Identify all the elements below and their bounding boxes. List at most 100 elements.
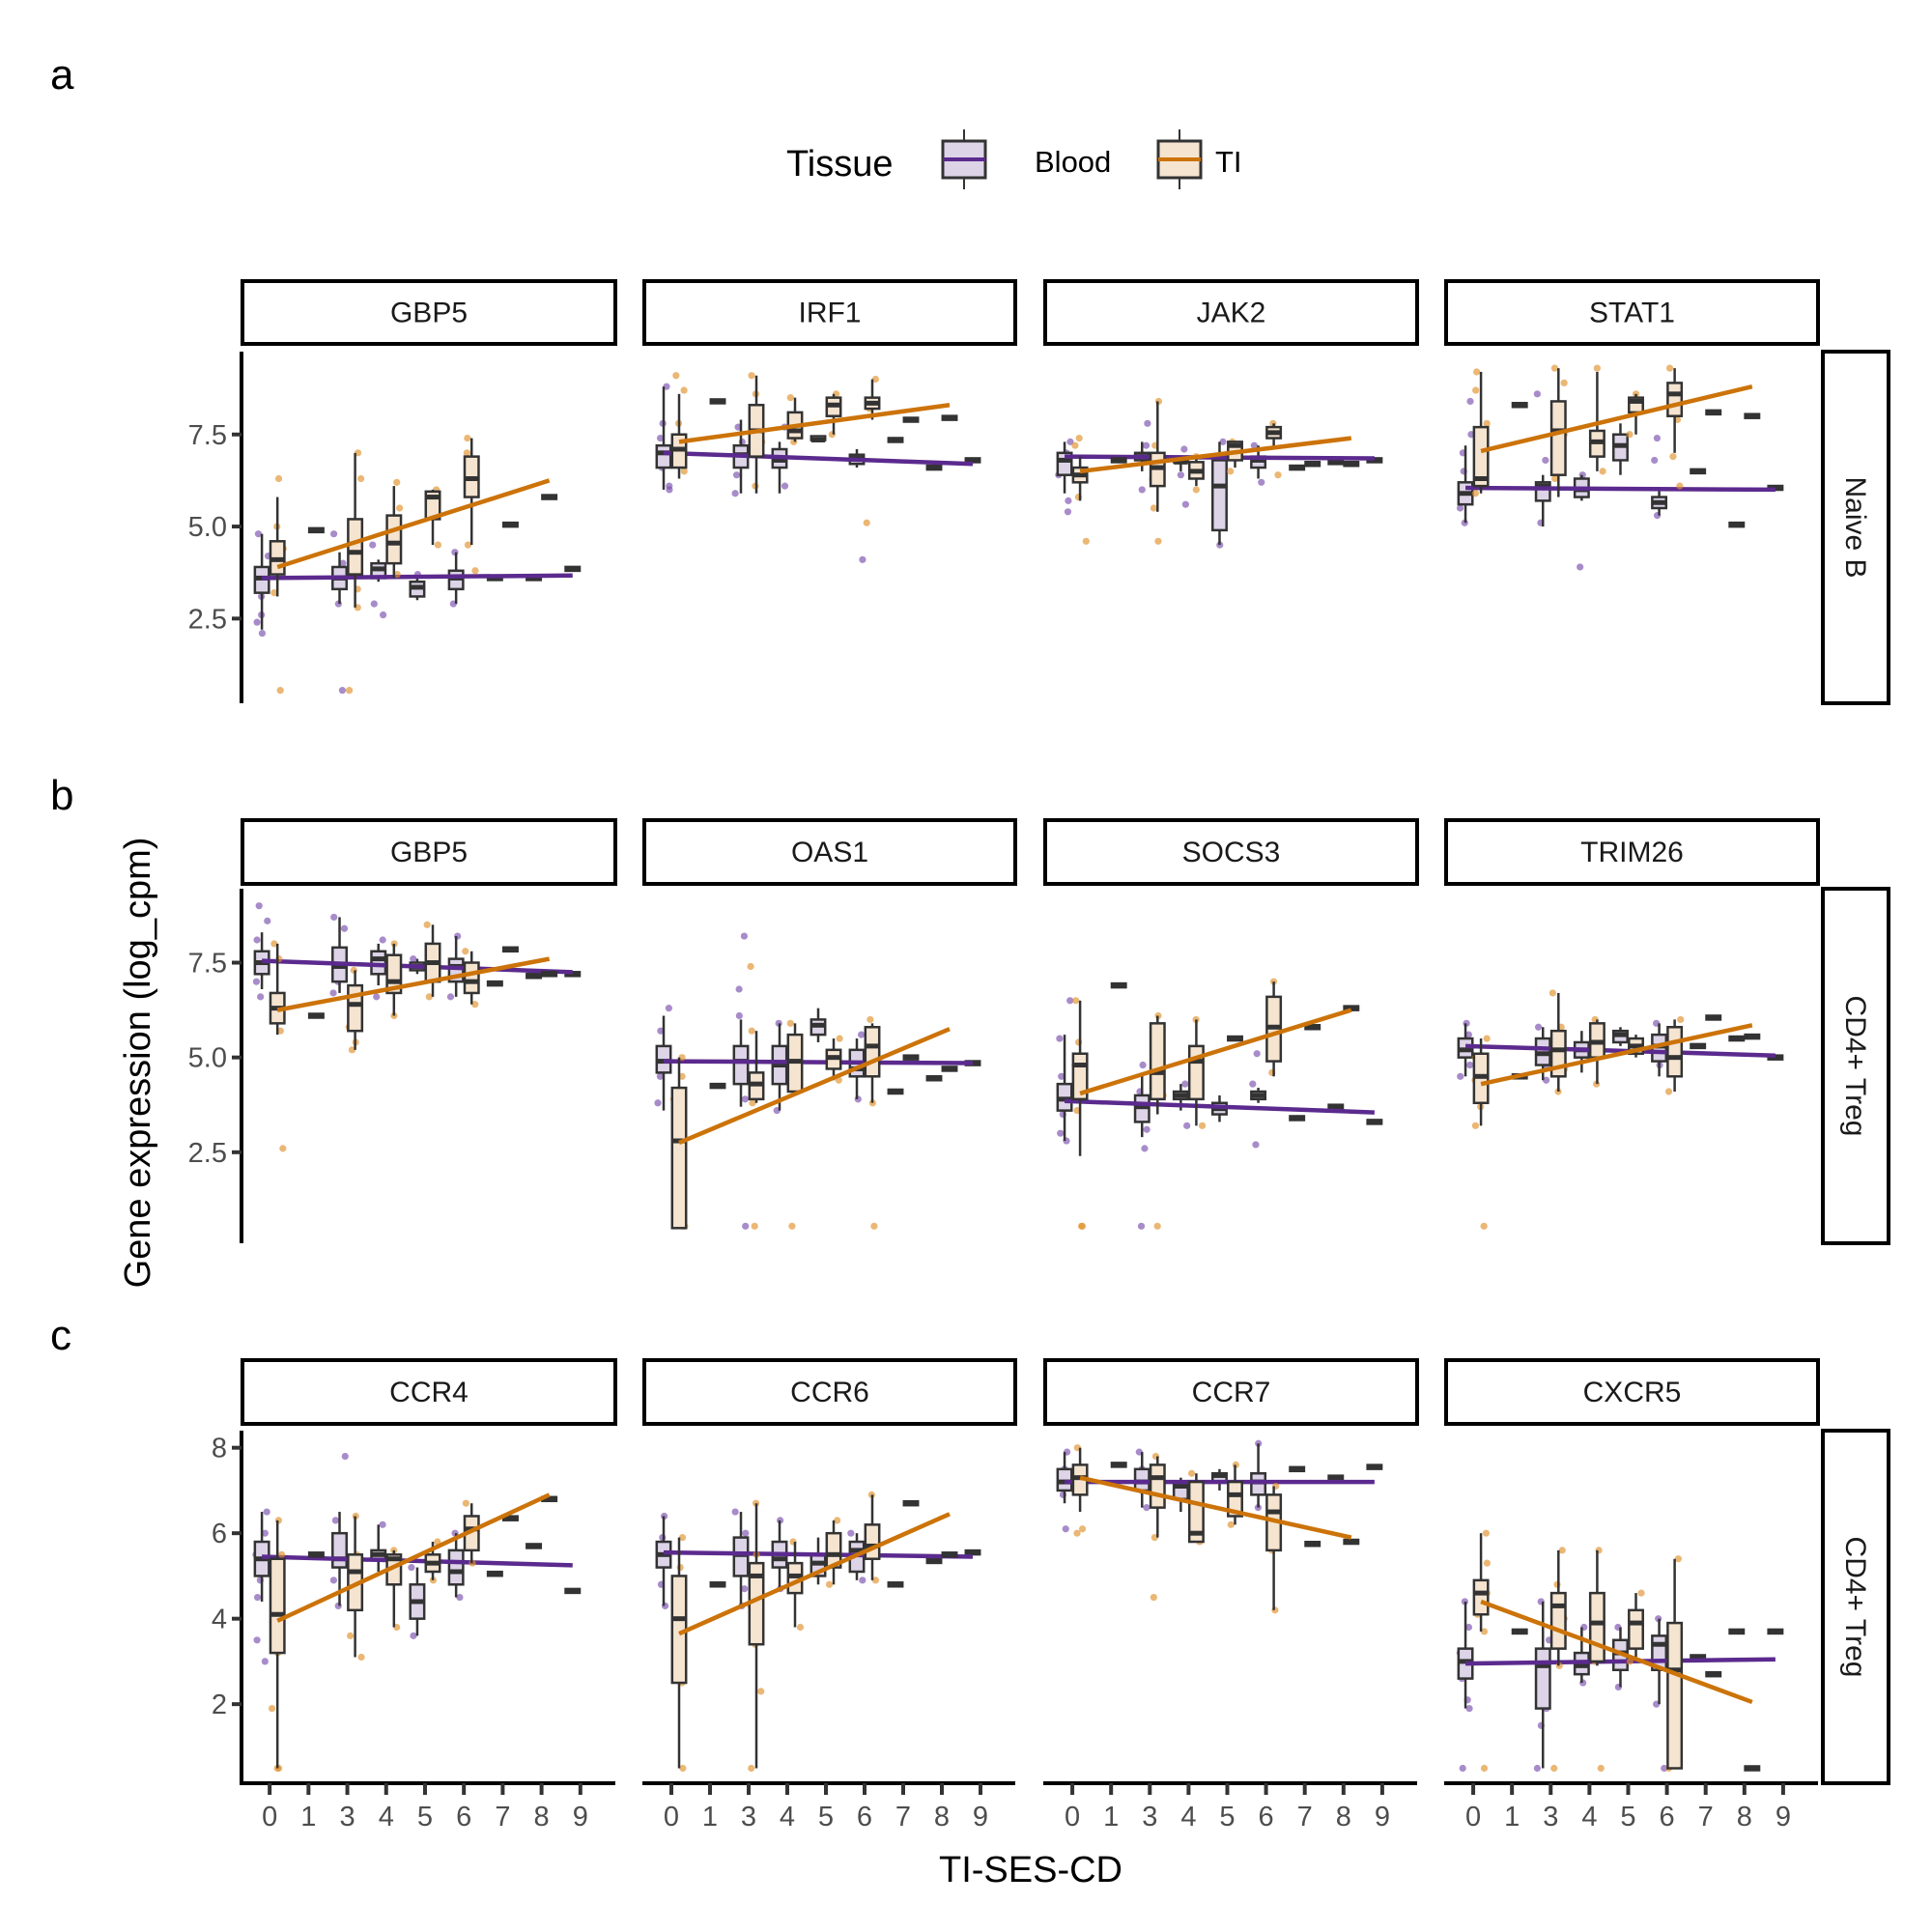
- panel-c-ccr7: CCR7 0 1 3 4 5 6 7 8 9: [1043, 1358, 1419, 1833]
- trend-line-ti: [1480, 384, 1753, 454]
- box: [1549, 400, 1567, 476]
- boxplot-blood-x9: [564, 1587, 582, 1595]
- x-tick-label: 3: [339, 1802, 355, 1833]
- boxplot-blood-x6: [848, 1533, 866, 1580]
- data-point: [1637, 1589, 1645, 1597]
- strip-gbp5: GBP5: [241, 818, 617, 886]
- series-blood: [252, 1452, 582, 1665]
- strip-label: GBP5: [390, 298, 468, 329]
- data-point: [657, 1027, 665, 1035]
- panel-b-oas1: OAS1: [642, 818, 1017, 1230]
- strip-gbp5: GBP5: [241, 279, 617, 346]
- boxplot-blood-x7: [1690, 468, 1707, 475]
- trend-line-ti: [1079, 436, 1352, 474]
- boxplot-ti-x8: [1343, 1538, 1360, 1546]
- boxplot-ti-x0: [1472, 1038, 1490, 1126]
- data-point: [396, 504, 404, 512]
- boxplot-ti-x7: [1705, 1014, 1722, 1021]
- boxplot-ti-x6: [1265, 981, 1283, 1077]
- boxplot-ti-x0: [1472, 371, 1490, 494]
- x-tick-label: 4: [379, 1802, 394, 1833]
- strip-ccr7: CCR7: [1043, 1358, 1419, 1426]
- data-point: [1150, 504, 1158, 512]
- boxplot-blood-x5: [810, 435, 827, 442]
- x-tick-label: 8: [934, 1802, 950, 1833]
- series-ti: [1071, 397, 1360, 545]
- y-tick-label: 4: [212, 1605, 227, 1635]
- data-point: [735, 985, 743, 993]
- x-tick-label: 6: [456, 1802, 471, 1833]
- x-tick-label: 4: [780, 1802, 795, 1833]
- data-point: [1466, 1061, 1474, 1069]
- data-point: [1177, 471, 1184, 479]
- box: [732, 1044, 750, 1086]
- data-point: [1142, 441, 1151, 449]
- data-point: [680, 386, 688, 394]
- strip-box: [241, 279, 617, 346]
- boxplot-ti-x5: [1227, 1464, 1243, 1525]
- boxplot-blood-x4: [771, 1023, 788, 1111]
- data-point: [1153, 1222, 1161, 1230]
- data-point: [749, 1099, 756, 1107]
- boxplot-ti-x7: [1304, 1540, 1321, 1548]
- data-point: [786, 1019, 794, 1027]
- boxplot-blood-x6: [1250, 1088, 1267, 1103]
- row-strip-box: [1821, 1429, 1890, 1785]
- boxplot-blood-x7: [887, 437, 904, 443]
- boxplot-ti-x8: [1343, 461, 1360, 468]
- data-point: [1548, 989, 1556, 997]
- trend-line-ti: [678, 1512, 951, 1636]
- strip-socs3: SOCS3: [1043, 818, 1419, 886]
- x-tick-label: 3: [1543, 1802, 1558, 1833]
- strip-label: CCR4: [389, 1377, 469, 1408]
- boxplot-blood-x7: [887, 1581, 904, 1588]
- data-point: [373, 993, 381, 1001]
- data-point: [261, 1658, 269, 1665]
- panel-a-jak2: JAK2: [1043, 279, 1419, 549]
- data-point: [1274, 471, 1282, 479]
- boxplot-ti-x0: [670, 1537, 688, 1769]
- boxplot-ti-x5: [825, 393, 842, 435]
- data-point: [1073, 1529, 1081, 1537]
- data-point: [748, 372, 755, 380]
- legend-key-blood[interactable]: [941, 129, 987, 189]
- boxplot-ti-x4: [1187, 456, 1205, 487]
- data-point: [1057, 1129, 1065, 1137]
- strip-box: [241, 818, 617, 886]
- boxplot-ti-x4: [786, 1023, 804, 1094]
- panel-a-stat1: STAT1 Naive B: [1444, 279, 1890, 705]
- data-point: [330, 913, 338, 922]
- x-tick-label: 0: [664, 1802, 679, 1833]
- data-point: [654, 1099, 662, 1107]
- data-point: [379, 936, 386, 944]
- data-point: [425, 993, 433, 1001]
- trend-line-blood: [663, 1059, 974, 1065]
- data-point: [1064, 508, 1072, 516]
- x-tick-label: 9: [1375, 1802, 1390, 1833]
- boxplot-ti-x1: [307, 526, 325, 534]
- boxplot-blood-x7: [887, 1088, 904, 1095]
- data-point: [1183, 1122, 1191, 1129]
- data-point: [1483, 1559, 1491, 1567]
- data-point: [1483, 1035, 1491, 1042]
- data-point: [257, 993, 265, 1001]
- data-point: [1653, 434, 1662, 442]
- data-point: [1066, 997, 1074, 1005]
- y-tick-label: 2.5: [188, 1138, 227, 1169]
- data-point: [462, 948, 469, 955]
- facet-row-b: GBP5 2.5 5.0 7.5 OAS1 SOCS3 TRIM26 CD4+ Treg: [188, 818, 1890, 1245]
- trend-line-ti: [1079, 1475, 1352, 1540]
- data-point: [423, 921, 431, 928]
- boxplot-blood-x8: [526, 973, 543, 980]
- data-point: [379, 1520, 386, 1528]
- trend-line-blood: [262, 958, 573, 975]
- panel-a-irf1: IRF1: [642, 279, 1017, 563]
- data-point: [329, 1577, 338, 1584]
- data-point: [276, 687, 284, 695]
- x-axis-title: TI-SES-CD: [939, 1850, 1122, 1890]
- data-point: [1227, 1520, 1235, 1528]
- data-point: [870, 1222, 878, 1230]
- data-point: [747, 962, 754, 971]
- legend-key-ti[interactable]: [1156, 129, 1203, 189]
